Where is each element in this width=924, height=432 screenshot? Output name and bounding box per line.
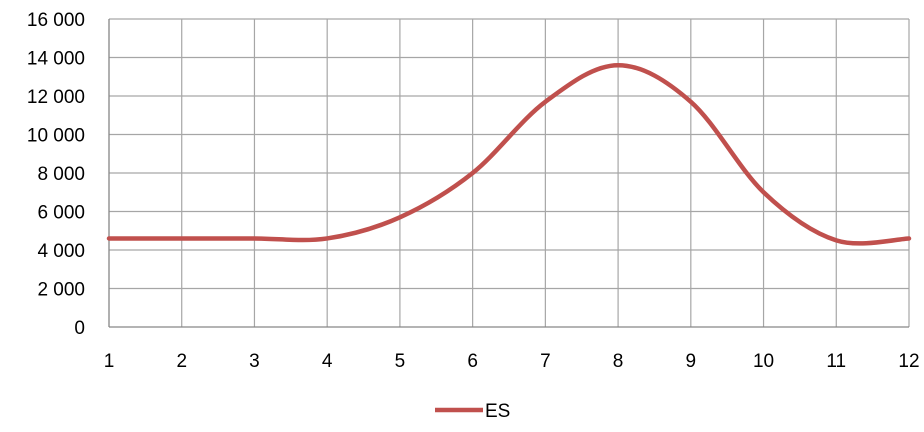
x-tick-label: 7 (540, 351, 551, 372)
y-tick-label: 10 000 (27, 126, 85, 147)
axes (108, 19, 909, 328)
x-tick-label: 12 (898, 351, 919, 372)
y-tick-label: 16 000 (27, 10, 85, 31)
legend: ES (435, 401, 510, 422)
x-tick-label: 1 (104, 351, 115, 372)
x-tick-label: 2 (176, 351, 187, 372)
legend-label: ES (485, 401, 510, 422)
y-tick-label: 8 000 (37, 164, 85, 185)
gridlines (109, 18, 910, 327)
y-tick-label: 0 (74, 318, 85, 339)
x-tick-label: 9 (686, 351, 697, 372)
y-axis-tick-labels: 0 2 000 4 000 6 000 8 000 10 000 12 000 14 000 1… (27, 10, 85, 339)
x-tick-label: 5 (395, 351, 406, 372)
x-tick-label: 4 (322, 351, 333, 372)
y-tick-label: 6 000 (37, 203, 85, 224)
x-tick-label: 11 (826, 351, 846, 372)
series-lines (106, 62, 912, 246)
x-tick-label: 8 (613, 351, 624, 372)
x-tick-label: 3 (249, 351, 260, 372)
y-tick-label: 4 000 (37, 241, 85, 262)
y-tick-label: 14 000 (27, 49, 85, 70)
x-axis-tick-labels: 1 2 3 4 5 6 7 8 9 10 11 12 (104, 351, 920, 372)
series-line-es (106, 62, 912, 246)
y-tick-label: 12 000 (27, 87, 85, 108)
x-tick-label: 6 (467, 351, 478, 372)
y-tick-label: 2 000 (37, 280, 85, 301)
x-tick-label: 10 (753, 351, 774, 372)
